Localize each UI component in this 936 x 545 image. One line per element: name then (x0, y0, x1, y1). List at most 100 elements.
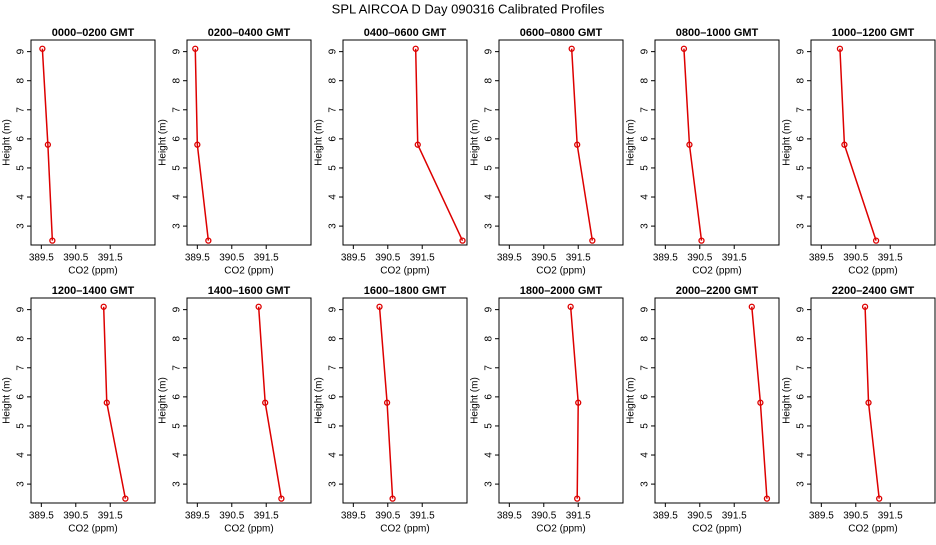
point (459, 237, 466, 244)
x-tick-label: 391.5 (98, 511, 123, 522)
point (757, 399, 764, 406)
y-tick-label: 7 (640, 365, 651, 371)
x-tick-label: 390.5 (531, 253, 556, 264)
main-title: SPL AIRCOA D Day 090316 Calibrated Profi… (332, 1, 605, 16)
y-tick-label: 9 (484, 48, 495, 54)
point (44, 141, 52, 148)
x-axis-label: CO2 (ppm) (848, 266, 897, 277)
y-tick-label: 8 (640, 335, 651, 341)
y-tick-label: 6 (328, 394, 339, 400)
point (876, 495, 883, 502)
panel-title: 0400–0600 GMT (364, 27, 447, 39)
y-axis-label: Height (m) (782, 119, 793, 166)
y-tick-label: 6 (16, 136, 27, 142)
panel-title: 0800–1000 GMT (676, 27, 759, 39)
y-tick-label: 7 (484, 107, 495, 113)
point (568, 45, 575, 52)
point (192, 45, 199, 52)
y-tick-label: 6 (16, 394, 27, 400)
y-tick-label: 9 (16, 48, 27, 54)
x-tick-label: 391.5 (410, 511, 435, 522)
y-tick-label: 7 (16, 107, 27, 113)
x-tick-label: 389.5 (653, 511, 678, 522)
x-tick-label: 391.5 (722, 511, 747, 522)
y-tick-label: 4 (484, 194, 495, 200)
y-tick-label: 3 (796, 223, 807, 229)
x-axis-label: CO2 (ppm) (224, 524, 273, 535)
x-axis-label: CO2 (ppm) (68, 266, 117, 277)
x-axis-label: CO2 (ppm) (380, 524, 429, 535)
y-axis-label: Height (m) (314, 119, 325, 166)
plot-box (498, 39, 624, 246)
profile-line (257, 306, 283, 499)
y-tick-label: 9 (328, 48, 339, 54)
y-axis-label: Height (m) (470, 119, 481, 166)
x-tick-label: 389.5 (29, 511, 54, 522)
y-axis-label: Height (m) (2, 119, 13, 166)
y-tick-label: 9 (796, 48, 807, 54)
point (680, 45, 688, 52)
y-tick-label: 9 (796, 306, 807, 312)
y-tick-label: 9 (172, 48, 183, 54)
profile-line (570, 48, 594, 241)
y-tick-label: 4 (16, 452, 27, 458)
point (49, 237, 56, 244)
y-axis-label: Height (m) (470, 377, 481, 424)
y-tick-label: 4 (328, 194, 339, 200)
y-tick-label: 3 (328, 223, 339, 229)
point (278, 495, 285, 502)
plot-box (30, 297, 156, 504)
y-tick-label: 6 (796, 136, 807, 142)
y-tick-label: 6 (484, 136, 495, 142)
y-tick-label: 4 (16, 194, 27, 200)
point (686, 141, 693, 148)
y-tick-label: 9 (640, 48, 651, 54)
profile-line (41, 48, 54, 241)
profile-line (569, 306, 579, 499)
panel-title: 2000–2200 GMT (676, 285, 759, 297)
plot-box (342, 297, 468, 504)
x-tick-label: 391.5 (878, 253, 903, 264)
point (205, 237, 212, 244)
x-tick-label: 390.5 (219, 511, 244, 522)
y-tick-label: 9 (328, 306, 339, 312)
y-tick-label: 6 (484, 394, 495, 400)
point (841, 141, 848, 148)
point (574, 141, 581, 148)
y-tick-label: 4 (172, 452, 183, 458)
profile-line (751, 306, 768, 499)
point (865, 399, 872, 406)
y-tick-label: 3 (640, 481, 651, 487)
x-tick-label: 389.5 (29, 253, 54, 264)
y-tick-label: 7 (796, 365, 807, 371)
y-axis-label: Height (m) (314, 377, 325, 424)
profile-line (194, 48, 210, 241)
panel-title: 0000–0200 GMT (52, 27, 135, 39)
y-tick-label: 3 (640, 223, 651, 229)
y-tick-label: 6 (640, 136, 651, 142)
y-tick-label: 5 (172, 165, 183, 171)
x-axis-label: CO2 (ppm) (224, 266, 273, 277)
plot-box (810, 297, 936, 504)
y-tick-label: 8 (172, 335, 183, 341)
x-tick-label: 390.5 (63, 511, 88, 522)
y-tick-label: 8 (640, 77, 651, 83)
y-axis-label: Height (m) (626, 377, 637, 424)
profile-line (864, 306, 880, 499)
y-tick-label: 3 (16, 481, 27, 487)
y-axis-label: Height (m) (158, 377, 169, 424)
x-tick-label: 389.5 (185, 511, 210, 522)
point (861, 303, 869, 310)
x-tick-label: 389.5 (341, 253, 366, 264)
profile-line (102, 306, 127, 499)
y-axis-label: Height (m) (2, 377, 13, 424)
x-tick-label: 390.5 (687, 253, 712, 264)
y-tick-label: 3 (484, 223, 495, 229)
y-tick-label: 7 (328, 365, 339, 371)
y-tick-label: 4 (328, 452, 339, 458)
x-tick-label: 391.5 (254, 253, 279, 264)
y-tick-label: 5 (484, 165, 495, 171)
y-tick-label: 8 (484, 335, 495, 341)
